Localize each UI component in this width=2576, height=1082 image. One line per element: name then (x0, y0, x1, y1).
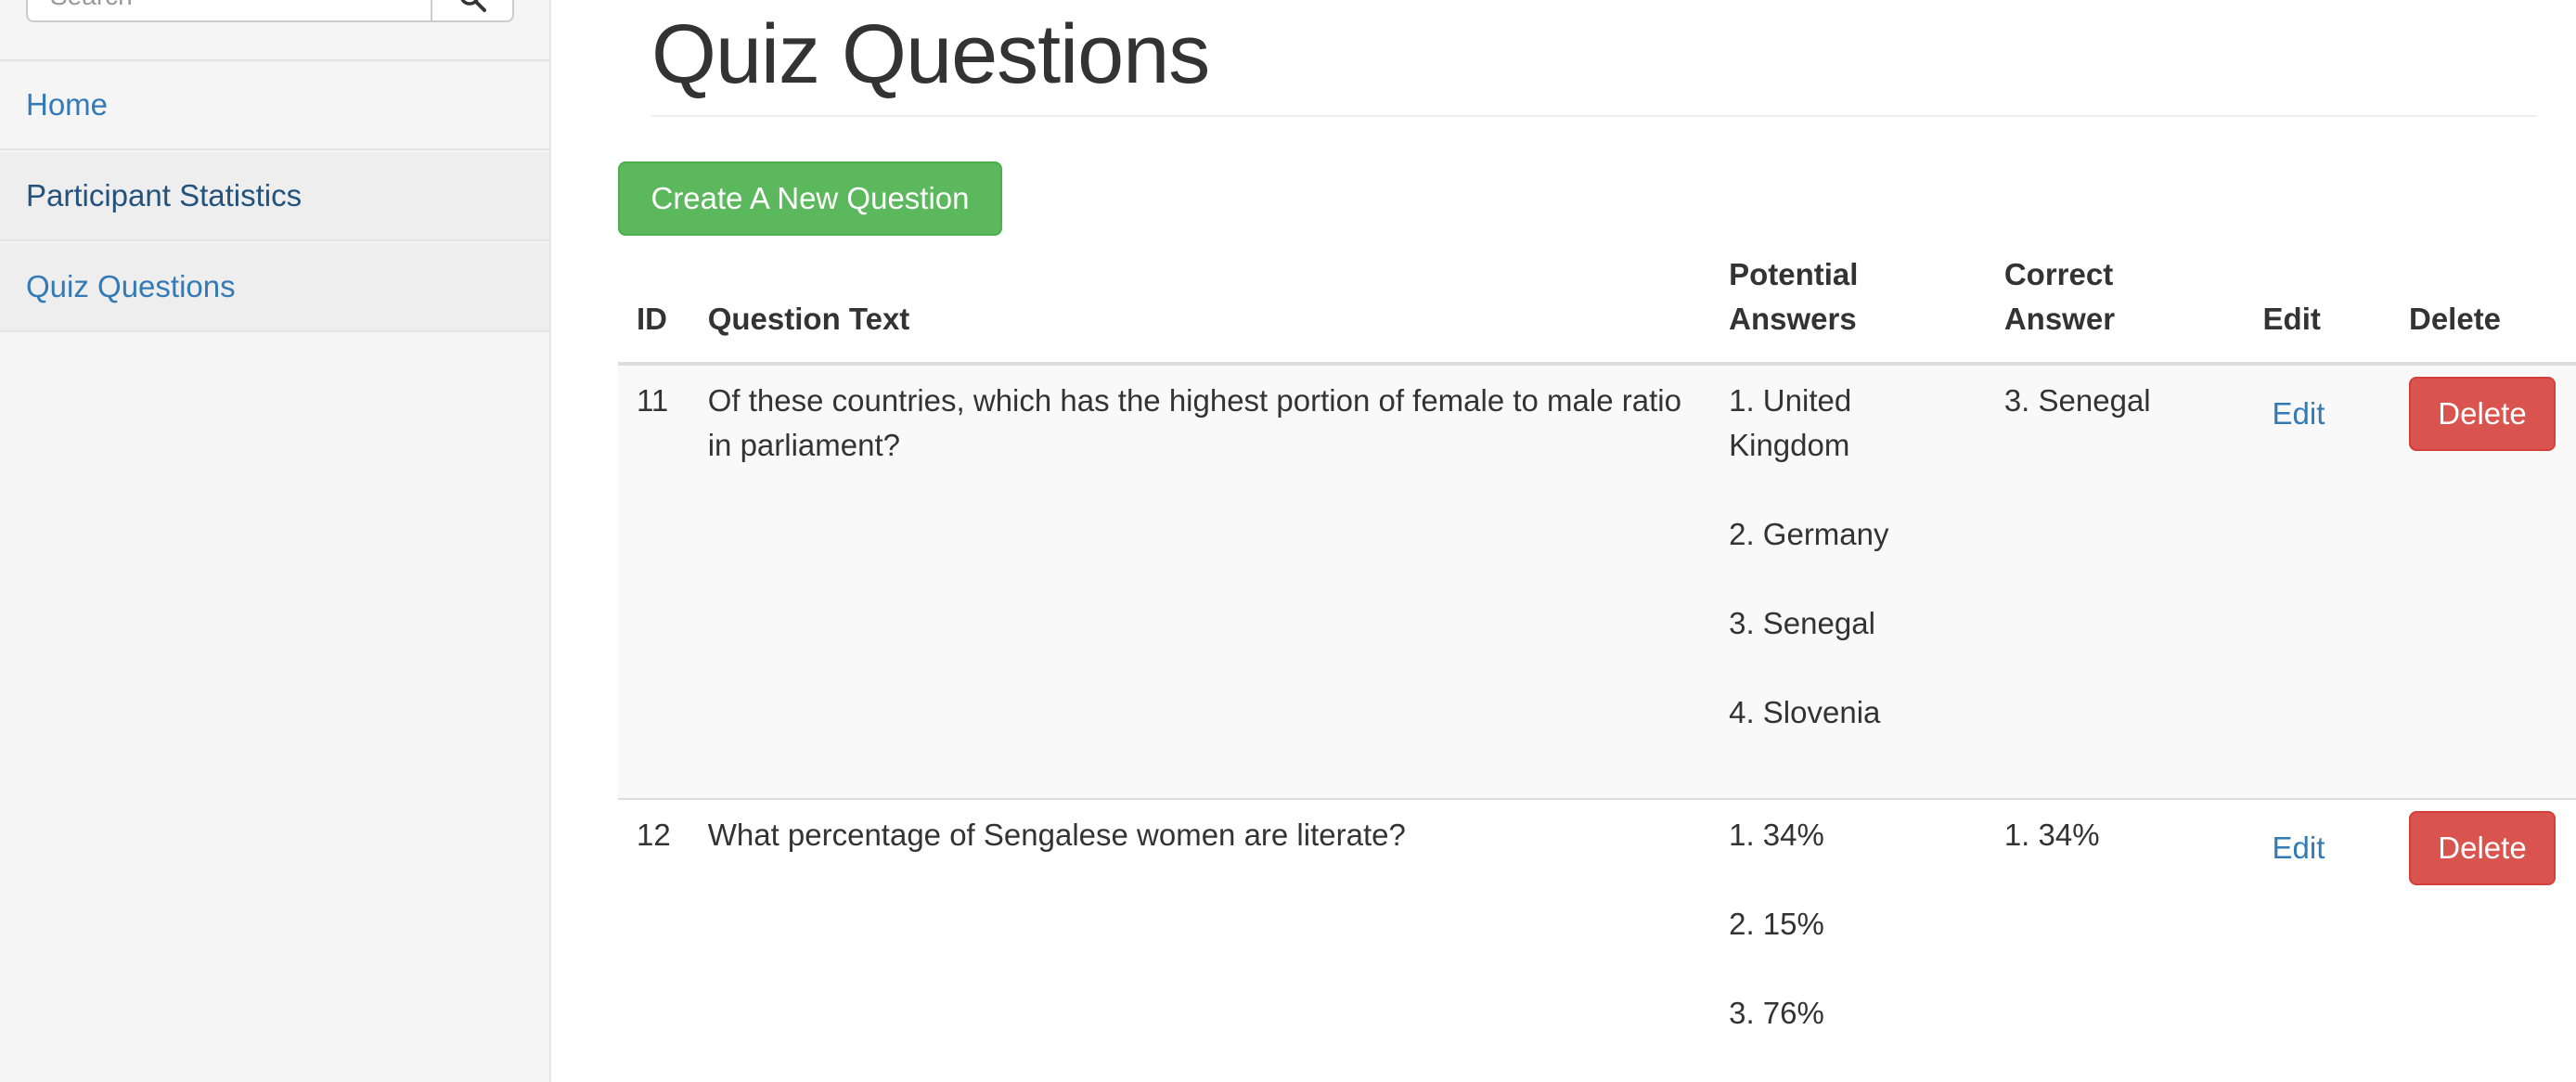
cell-question-text: What percentage of Sengalese women are l… (689, 798, 1711, 1050)
header-potential-answers: Potential Answers (1710, 243, 1986, 366)
answer-item: 3. 76% (1729, 996, 1824, 1030)
edit-link[interactable]: Edit (2272, 831, 2325, 865)
sidebar-item-home[interactable]: Home (0, 61, 549, 150)
cell-correct-answer: 1. 34% (1985, 798, 2245, 1050)
header-id: ID (618, 243, 689, 366)
answer-item: 2. Germany (1729, 517, 1889, 551)
header-delete: Delete (2389, 243, 2576, 366)
search-group: Search (26, 0, 514, 24)
answer-item: 1. United Kingdom (1729, 383, 1852, 462)
header-correct-answer: Correct Answer (1985, 243, 2245, 366)
table-header-row: ID Question Text Potential Answers Corre… (618, 243, 2576, 366)
delete-button[interactable]: Delete (2408, 811, 2556, 885)
search-input[interactable]: Search (26, 0, 431, 22)
cell-potential-answers: 1. United Kingdom 2. Germany 3. Senegal … (1710, 364, 1986, 799)
title-divider (651, 115, 2537, 117)
table-row: 11 Of these countries, which has the hig… (618, 364, 2576, 799)
table-row: 12 What percentage of Sengalese women ar… (618, 798, 2576, 1050)
search-button[interactable] (431, 0, 514, 22)
create-question-button[interactable]: Create A New Question (618, 161, 1002, 236)
delete-button[interactable]: Delete (2408, 377, 2556, 451)
questions-table: ID Question Text Potential Answers Corre… (618, 243, 2576, 1050)
header-potential-answers-line1: Potential (1729, 257, 1859, 291)
search-placeholder: Search (50, 0, 133, 11)
search-icon (458, 0, 486, 17)
page-title: Quiz Questions (651, 8, 1210, 101)
sidebar-item-label: Participant Statistics (26, 178, 303, 213)
header-question-text: Question Text (689, 243, 1711, 366)
answer-item: 2. 15% (1729, 907, 1824, 941)
sidebar-item-quiz-questions[interactable]: Quiz Questions (0, 243, 549, 332)
answer-item: 3. Senegal (1729, 606, 1875, 640)
cell-id: 11 (618, 364, 689, 799)
cell-edit: Edit (2244, 798, 2390, 1050)
header-correct-answer-line2: Answer (2003, 302, 2116, 336)
header-correct-answer-line1: Correct (2003, 257, 2114, 291)
answer-item: 4. Slovenia (1729, 695, 1881, 729)
edit-link[interactable]: Edit (2272, 396, 2325, 431)
sidebar-item-label: Quiz Questions (26, 269, 236, 303)
cell-id: 12 (618, 798, 689, 1050)
cell-delete: Delete (2389, 798, 2576, 1050)
cell-correct-answer: 3. Senegal (1985, 364, 2245, 799)
cell-delete: Delete (2389, 364, 2576, 799)
answer-item: 1. 34% (1729, 818, 1824, 852)
sidebar-divider (0, 59, 549, 61)
cell-potential-answers: 1. 34% 2. 15% 3. 76% (1710, 798, 1986, 1050)
sidebar: Search Home Participant Statistics Quiz … (0, 0, 551, 1082)
sidebar-item-participant-statistics[interactable]: Participant Statistics (0, 152, 549, 241)
cell-edit: Edit (2244, 364, 2390, 799)
cell-question-text: Of these countries, which has the highes… (689, 364, 1711, 799)
header-potential-answers-line2: Answers (1729, 302, 1857, 336)
sidebar-item-label: Home (26, 87, 109, 122)
header-edit: Edit (2244, 243, 2390, 366)
